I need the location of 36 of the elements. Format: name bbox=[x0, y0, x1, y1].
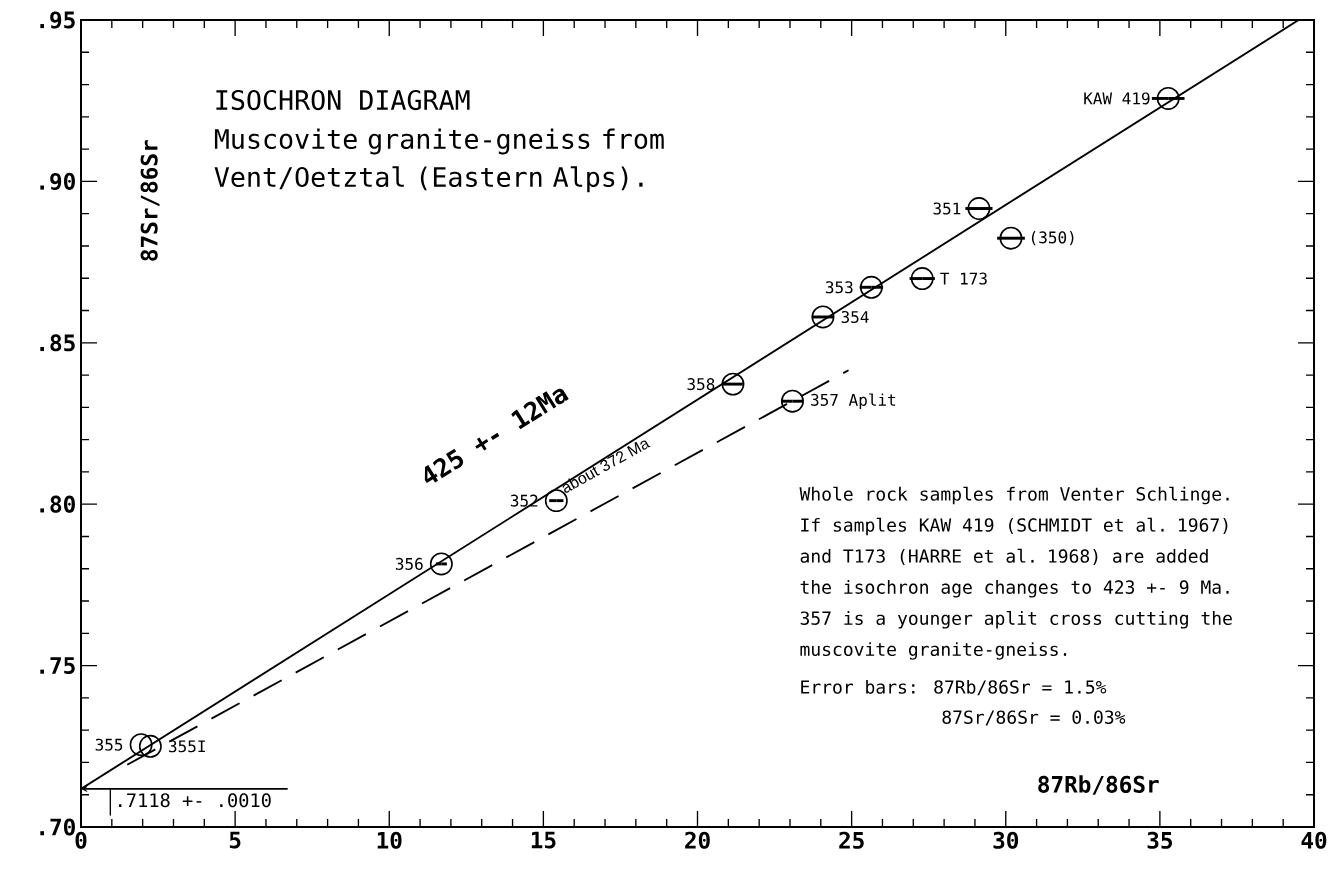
annotation: 358 bbox=[687, 378, 715, 391]
annotation: 355I bbox=[169, 740, 205, 753]
text: Muscovite granite-gneiss from Vent/Oetztal (Eastern Alps). bbox=[214, 128, 664, 193]
y-tick-label: .75 bbox=[40, 657, 75, 675]
annotation: 351 bbox=[933, 202, 961, 215]
annotation: about 372 Ma bbox=[562, 440, 651, 493]
annotation: .7118 +- .0010 bbox=[119, 793, 271, 808]
y-tick-label: .70 bbox=[40, 818, 75, 836]
y-tick-label: .90 bbox=[40, 172, 75, 191]
x-axis-title: 87Rb/86Sr bbox=[1038, 775, 1159, 795]
x-tick-label: 30 bbox=[993, 831, 1019, 849]
annotation: T 173 bbox=[940, 272, 987, 285]
text: ISOCHRON DIAGRAM bbox=[216, 89, 470, 111]
y-tick-label: .80 bbox=[40, 495, 75, 513]
annotation: KAW 419 bbox=[1084, 92, 1150, 105]
x-tick-label: 35 bbox=[1147, 831, 1172, 849]
annotation: 352 bbox=[510, 494, 538, 507]
annotation: Error bars: 87Rb/86Sr = 1.5% bbox=[801, 679, 1107, 696]
annotation: 87Sr/86Sr = 0.03% bbox=[942, 710, 1126, 726]
x-tick-label: 5 bbox=[229, 831, 241, 849]
annotation: (350) bbox=[1031, 231, 1074, 246]
annotation: 354 bbox=[841, 310, 869, 324]
annotation: 353 bbox=[825, 281, 853, 294]
annotation: 355 bbox=[95, 738, 123, 751]
annotation: 356 bbox=[395, 557, 423, 570]
y-tick-label: .95 bbox=[40, 11, 75, 29]
annotation: 357 Aplit bbox=[811, 393, 896, 410]
x-tick-label: 15 bbox=[531, 831, 556, 849]
y-tick-label: .85 bbox=[40, 334, 75, 352]
x-tick-label: 0 bbox=[75, 831, 87, 849]
x-tick-label: 20 bbox=[685, 831, 710, 849]
x-tick-label: 25 bbox=[839, 831, 864, 849]
y-axis-title: 87Sr/86Sr bbox=[140, 140, 160, 261]
annotation: Whole rock samples from Venter Schlinge. If samples KAW 419 (SCHMIDT et al. 1967) and T173 (HARRE et al. 1968) are added the isochron age changes to 423 +- 9 Ma. 357 is a younger aplit cross cutting the muscovite granite-gneiss. bbox=[799, 486, 1232, 660]
x-tick-label: 10 bbox=[377, 831, 402, 849]
x-tick-label: 40 bbox=[1301, 831, 1327, 849]
